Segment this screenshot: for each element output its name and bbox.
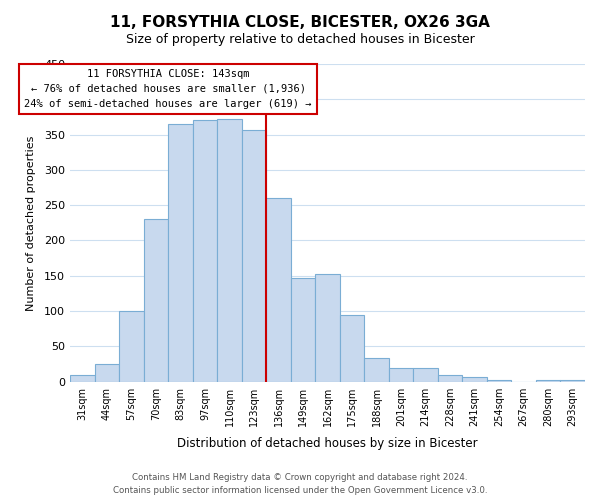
- Bar: [119, 311, 144, 382]
- Bar: [316, 274, 340, 382]
- Bar: [217, 119, 242, 382]
- Bar: [193, 120, 217, 382]
- Bar: [144, 220, 168, 382]
- Bar: [487, 380, 511, 382]
- Bar: [413, 368, 438, 382]
- Bar: [95, 364, 119, 382]
- Text: 11 FORSYTHIA CLOSE: 143sqm
← 76% of detached houses are smaller (1,936)
24% of s: 11 FORSYTHIA CLOSE: 143sqm ← 76% of deta…: [25, 69, 312, 108]
- Bar: [291, 278, 316, 382]
- X-axis label: Distribution of detached houses by size in Bicester: Distribution of detached houses by size …: [177, 437, 478, 450]
- Bar: [364, 358, 389, 382]
- Text: 11, FORSYTHIA CLOSE, BICESTER, OX26 3GA: 11, FORSYTHIA CLOSE, BICESTER, OX26 3GA: [110, 15, 490, 30]
- Text: Contains HM Land Registry data © Crown copyright and database right 2024.
Contai: Contains HM Land Registry data © Crown c…: [113, 474, 487, 495]
- Bar: [389, 368, 413, 382]
- Bar: [340, 314, 364, 382]
- Bar: [242, 130, 266, 382]
- Bar: [536, 380, 560, 382]
- Bar: [463, 376, 487, 382]
- Text: Size of property relative to detached houses in Bicester: Size of property relative to detached ho…: [125, 32, 475, 46]
- Bar: [438, 374, 463, 382]
- Y-axis label: Number of detached properties: Number of detached properties: [26, 135, 36, 310]
- Bar: [266, 198, 291, 382]
- Bar: [70, 374, 95, 382]
- Bar: [168, 124, 193, 382]
- Bar: [560, 380, 585, 382]
